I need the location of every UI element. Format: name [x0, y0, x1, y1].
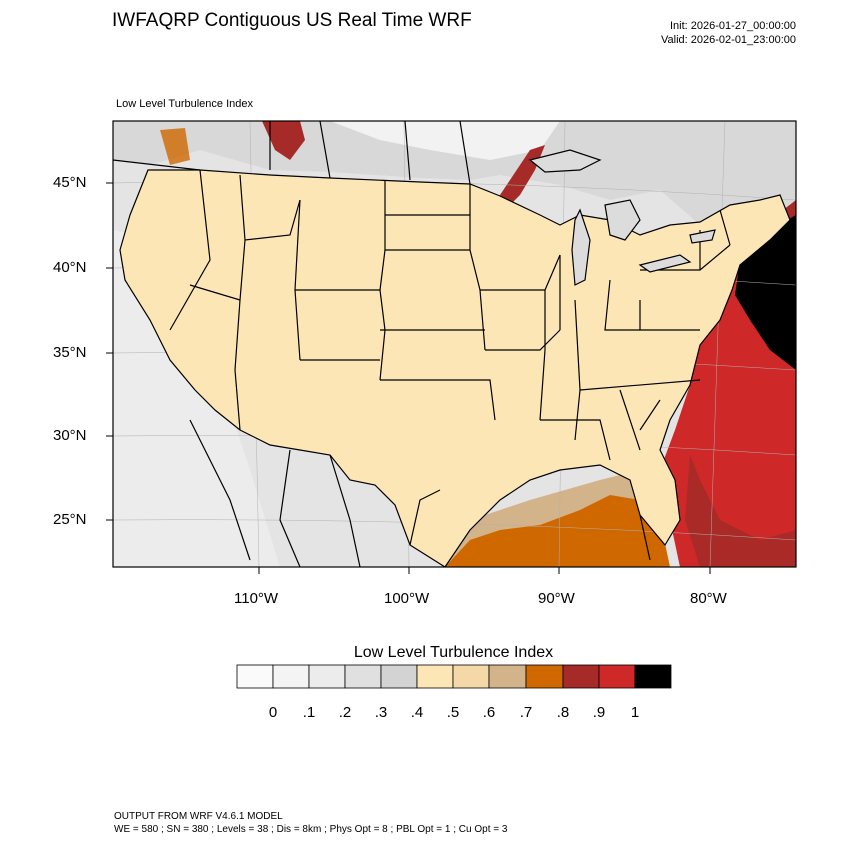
colorbar-tick: .5	[446, 704, 460, 721]
colorbar	[236, 664, 672, 689]
colorbar-tick: .9	[592, 704, 606, 721]
footer-config: WE = 580 ; SN = 380 ; Levels = 38 ; Dis …	[114, 824, 508, 835]
colorbar-tick: 1	[630, 704, 640, 721]
florida-ocean-field	[685, 455, 796, 567]
lon-label-90w: 90°W	[538, 590, 575, 607]
colorbar-tick: .6	[482, 704, 496, 721]
lat-label-40: 40°N	[53, 259, 87, 276]
colorbar-tick: .1	[302, 704, 316, 721]
colorbar-box-4	[380, 664, 418, 689]
colorbar-box-5	[416, 664, 454, 689]
colorbar-tick: 0	[268, 704, 278, 721]
colorbar-title: Low Level Turbulence Index	[353, 644, 554, 661]
field-label: Low Level Turbulence Index	[116, 98, 253, 110]
colorbar-box-1	[272, 664, 310, 689]
colorbar-box-3	[344, 664, 382, 689]
colorbar-box-2	[308, 664, 346, 689]
colorbar-tick: .8	[556, 704, 570, 721]
colorbar-tick: .4	[410, 704, 424, 721]
cascades-orange-field	[160, 128, 190, 165]
canada-light-field	[330, 121, 560, 160]
axis-ticks	[106, 182, 711, 574]
colorbar-box-9	[562, 664, 600, 689]
colorbar-box-8	[525, 664, 564, 689]
colorbar-box-7	[488, 664, 527, 689]
lat-label-25: 25°N	[53, 511, 87, 528]
map-field	[113, 121, 796, 567]
colorbar-box-0	[236, 664, 274, 689]
map-frame	[112, 120, 797, 568]
gulf-orange-field-2	[470, 545, 560, 567]
colorbar-box-10	[598, 664, 636, 689]
lon-label-100w: 100°W	[384, 590, 430, 607]
lon-label-80w: 80°W	[690, 590, 727, 607]
lat-label-45: 45°N	[53, 174, 87, 191]
lat-label-35: 35°N	[53, 344, 87, 361]
country-borders	[113, 121, 651, 567]
init-time: Init: 2026-01-27_00:00:00	[670, 20, 796, 32]
colorbar-tick: .2	[338, 704, 352, 721]
valid-time: Valid: 2026-02-01_23:00:00	[661, 34, 796, 46]
lat-label-30: 30°N	[53, 427, 87, 444]
north-rockies-field	[262, 121, 305, 160]
great-lakes	[528, 149, 716, 286]
lon-label-110w: 110°W	[234, 590, 279, 607]
colorbar-box-6	[452, 664, 490, 689]
colorbar-tick: .7	[519, 704, 533, 721]
colorbar-box-11	[634, 664, 672, 689]
colorbar-tick: .3	[374, 704, 388, 721]
footer-model: OUTPUT FROM WRF V4.6.1 MODEL	[114, 811, 283, 822]
map-title: IWFAQRP Contiguous US Real Time WRF	[112, 10, 472, 31]
